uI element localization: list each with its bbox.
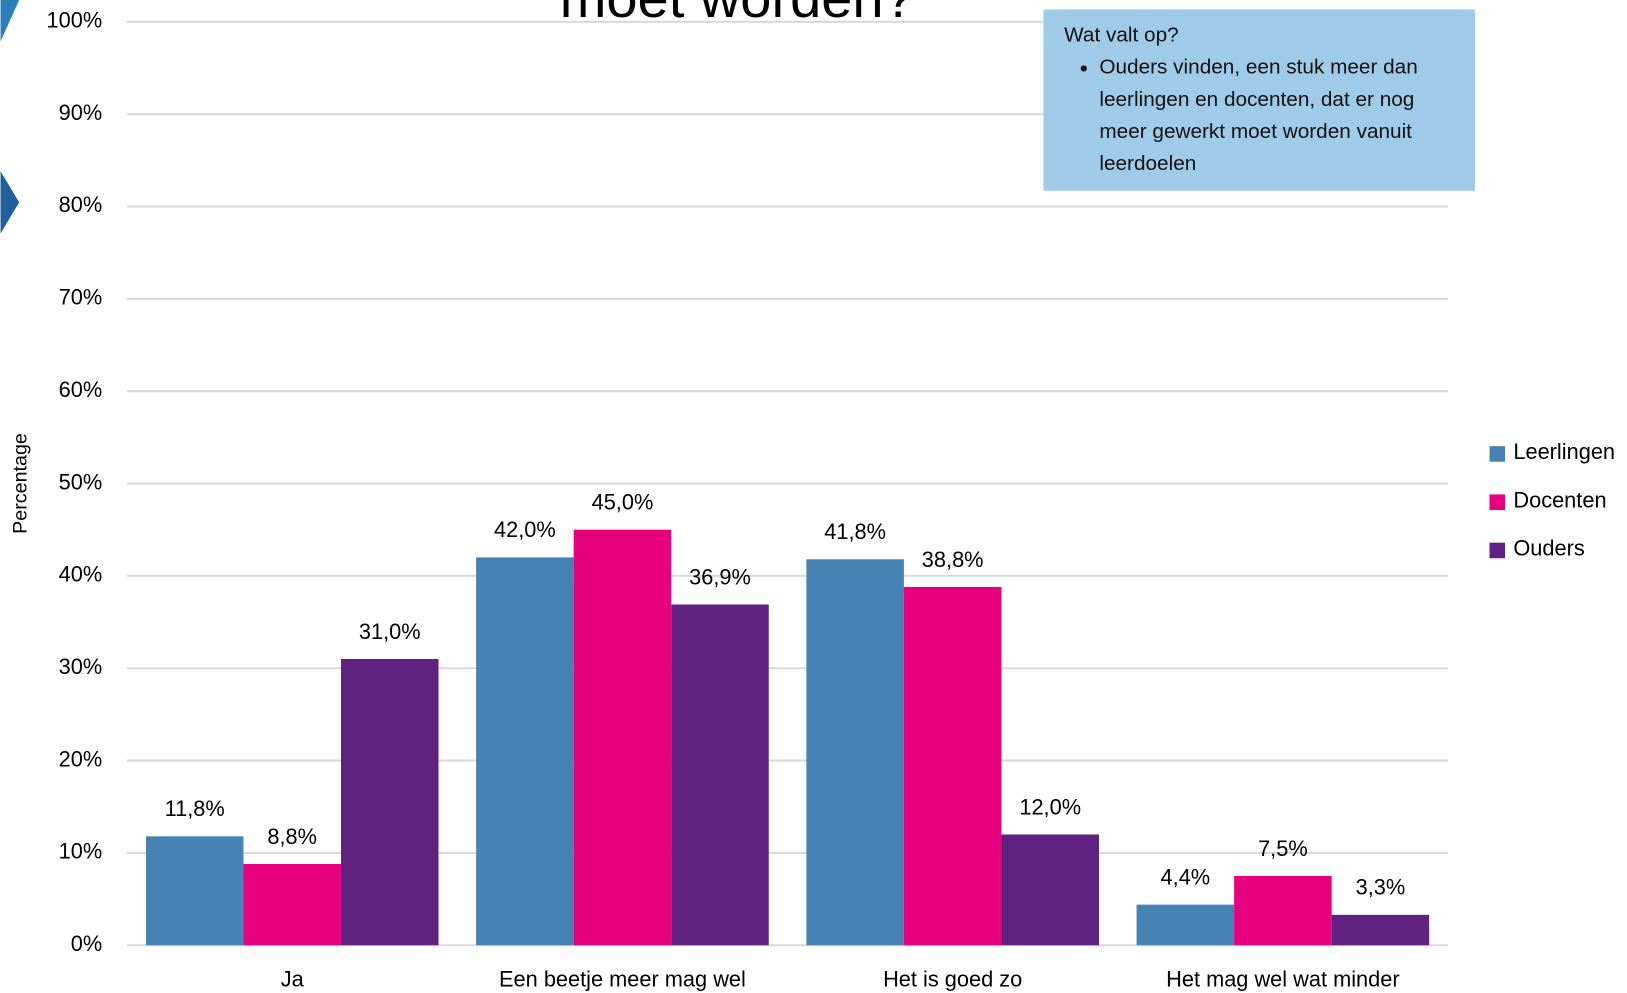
annotation-heading: Wat valt op? — [1064, 23, 1179, 47]
bar — [340, 658, 439, 946]
bar — [1331, 914, 1430, 946]
legend-swatch — [1489, 494, 1506, 510]
legend-label: Leerlingen — [1513, 439, 1615, 464]
chart-title: moet worden? — [560, 0, 915, 29]
annotation: Wat valt op? Ouders vinden, een stuk mee… — [1043, 9, 1475, 191]
bar — [671, 604, 769, 946]
bar — [1234, 876, 1332, 946]
annotation-list: Ouders vinden, een stuk meer dan leerlin… — [1064, 52, 1454, 181]
y-axis-label: Percentage — [9, 433, 31, 534]
bar — [476, 557, 574, 946]
data-label: 8,8% — [267, 824, 317, 849]
legend-label: Docenten — [1513, 487, 1606, 512]
data-label: 42,0% — [494, 517, 556, 542]
y-tick-label: 50% — [59, 469, 103, 494]
y-tick-label: 20% — [59, 746, 103, 771]
y-tick-label: 60% — [59, 377, 103, 402]
bar — [903, 586, 1002, 946]
data-label: 38,8% — [922, 547, 984, 572]
data-label: 41,8% — [824, 519, 886, 544]
decor-arrow — [0, 0, 20, 42]
bar — [573, 529, 672, 946]
bar — [145, 836, 244, 946]
bar — [806, 559, 904, 946]
y-tick-label: 10% — [59, 839, 103, 864]
decor-arrow — [0, 171, 20, 234]
y-tick-label: 40% — [59, 562, 103, 587]
data-label: 36,9% — [689, 564, 751, 589]
y-tick-label: 100% — [47, 8, 103, 33]
data-label: 31,0% — [359, 619, 421, 644]
y-tick-label: 0% — [71, 931, 102, 956]
annotation-bullet: Ouders vinden, een stuk meer dan leerlin… — [1099, 52, 1454, 181]
x-tick-label: Een beetje meer mag wel — [499, 966, 746, 991]
x-tick-label: Het is goed zo — [883, 966, 1022, 991]
x-tick-label: Het mag wel wat minder — [1166, 966, 1399, 991]
data-label: 11,8% — [165, 796, 225, 821]
data-label: 4,4% — [1161, 864, 1211, 889]
legend-swatch — [1489, 446, 1506, 462]
bar — [1001, 834, 1099, 946]
bar — [243, 864, 341, 946]
y-tick-label: 80% — [59, 192, 103, 217]
y-tick-label: 90% — [59, 100, 103, 125]
x-tick-label: Ja — [281, 966, 305, 991]
legend-swatch — [1489, 542, 1506, 559]
data-label: 3,3% — [1356, 875, 1406, 900]
y-tick-label: 70% — [59, 285, 103, 310]
data-label: 45,0% — [592, 490, 654, 515]
bar — [1136, 904, 1235, 946]
legend-label: Ouders — [1513, 536, 1584, 561]
y-tick-label: 30% — [59, 654, 103, 679]
annotation-box: Wat valt op? Ouders vinden, een stuk mee… — [1043, 9, 1475, 191]
data-label: 12,0% — [1019, 794, 1081, 819]
data-label: 7,5% — [1258, 836, 1308, 861]
